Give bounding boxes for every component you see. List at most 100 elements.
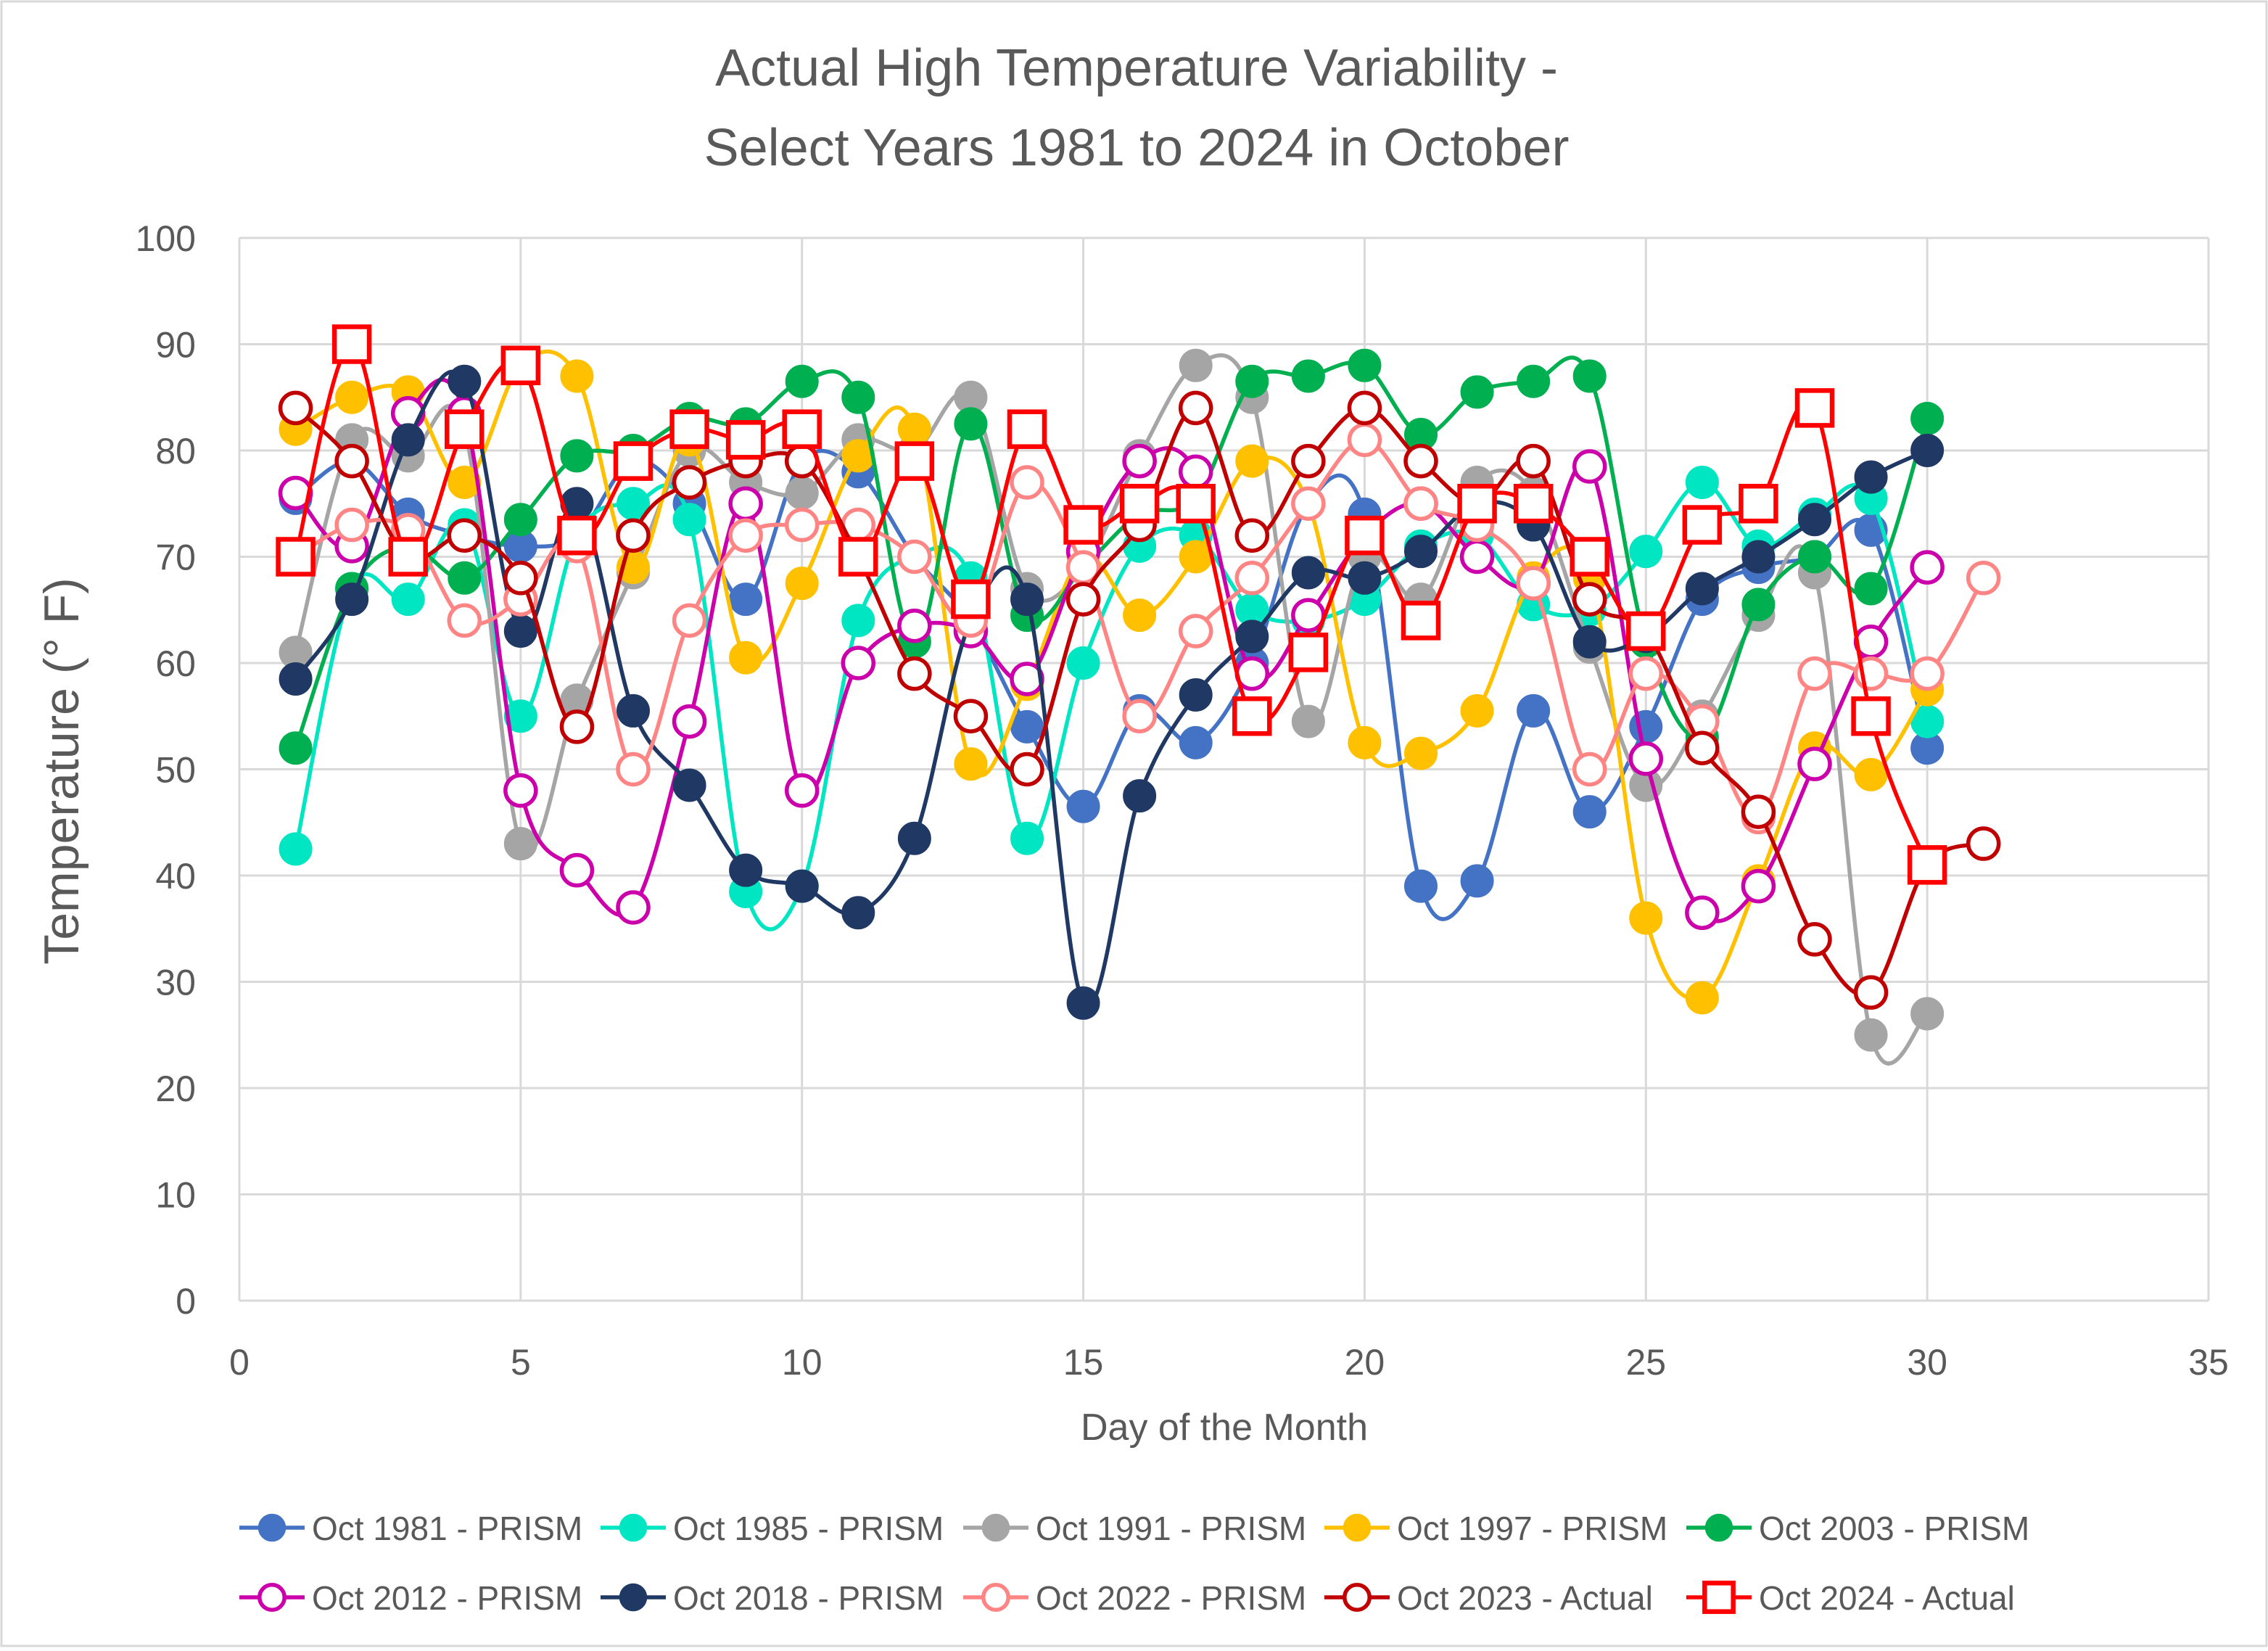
data-point xyxy=(447,603,482,638)
data-point xyxy=(1910,997,1945,1031)
data-point xyxy=(1401,601,1441,641)
data-point xyxy=(784,507,820,543)
data-point xyxy=(503,614,537,649)
data-point xyxy=(503,503,537,537)
data-point xyxy=(560,439,594,473)
data-point xyxy=(1123,779,1157,813)
data-point xyxy=(1066,986,1100,1020)
legend-marker xyxy=(981,1513,1010,1542)
data-point xyxy=(1179,348,1213,382)
data-point xyxy=(1907,845,1947,885)
data-point xyxy=(1348,348,1382,382)
data-point xyxy=(841,896,875,930)
legend-item: Oct 2012 - PRISM xyxy=(239,1579,582,1617)
data-point xyxy=(841,380,875,414)
data-point xyxy=(1910,434,1945,467)
data-point xyxy=(1235,444,1269,478)
data-point xyxy=(1854,757,1888,791)
data-point xyxy=(503,699,537,733)
data-point xyxy=(1122,699,1157,733)
data-point xyxy=(1626,611,1666,651)
y-tick-label: 10 xyxy=(155,1175,196,1216)
chart-title-line-1: Actual High Temperature Variability - xyxy=(715,39,1558,97)
data-point xyxy=(1629,535,1663,569)
data-point xyxy=(784,773,820,808)
y-tick-label: 60 xyxy=(155,643,196,684)
data-point xyxy=(503,561,538,596)
data-point xyxy=(279,731,313,765)
data-point xyxy=(1010,752,1044,787)
data-point xyxy=(1797,922,1832,957)
data-point xyxy=(445,409,484,449)
data-point xyxy=(1685,465,1719,499)
data-point xyxy=(729,853,763,887)
legend-item: Oct 2003 - PRISM xyxy=(1686,1510,2029,1547)
data-point xyxy=(617,693,650,728)
legend-label: Oct 1997 - PRISM xyxy=(1397,1510,1667,1547)
data-point xyxy=(785,869,819,903)
legend-item: Oct 2022 - PRISM xyxy=(963,1579,1306,1617)
x-tick-label: 15 xyxy=(1063,1342,1104,1383)
y-tick-label: 70 xyxy=(155,538,196,578)
data-point xyxy=(1910,550,1945,585)
legend-item: Oct 1991 - PRISM xyxy=(963,1510,1306,1547)
y-tick-label: 90 xyxy=(155,325,196,366)
data-point xyxy=(1234,518,1270,553)
data-point xyxy=(897,412,931,446)
data-point xyxy=(560,359,594,393)
data-point xyxy=(1966,561,2001,596)
y-tick-label: 80 xyxy=(155,431,196,472)
data-point xyxy=(1348,725,1382,759)
data-point xyxy=(1685,981,1719,1015)
data-point xyxy=(1798,503,1831,537)
data-point xyxy=(1122,443,1157,479)
series-layer xyxy=(276,324,2001,1066)
data-point xyxy=(500,345,541,386)
x-tick-label: 25 xyxy=(1625,1342,1666,1383)
data-point xyxy=(1741,794,1776,829)
legend-marker xyxy=(1702,1581,1736,1614)
data-point xyxy=(672,704,707,739)
data-point xyxy=(448,364,482,398)
data-point xyxy=(1119,484,1160,524)
x-tick-label: 0 xyxy=(229,1342,250,1383)
legend-marker xyxy=(1343,1583,1372,1612)
legend-label: Oct 2012 - PRISM xyxy=(312,1579,582,1617)
data-point xyxy=(334,443,369,479)
data-point xyxy=(785,476,819,510)
y-tick-label: 40 xyxy=(155,856,196,897)
data-point xyxy=(335,380,369,414)
data-point xyxy=(447,518,482,553)
data-point xyxy=(729,641,763,675)
data-point xyxy=(1516,566,1551,601)
y-tick-label: 30 xyxy=(155,963,196,1003)
data-point xyxy=(1517,364,1551,398)
data-point xyxy=(951,579,991,619)
x-tick-label: 35 xyxy=(2188,1342,2229,1383)
series-7 xyxy=(279,364,1945,1020)
data-point xyxy=(728,486,763,521)
data-point xyxy=(1513,484,1554,524)
data-point xyxy=(785,364,819,398)
data-point xyxy=(1179,725,1213,759)
data-point xyxy=(838,537,878,577)
y-tick-label: 20 xyxy=(155,1069,196,1109)
data-point xyxy=(954,407,988,441)
y-tick-label: 100 xyxy=(136,218,196,259)
data-point xyxy=(1404,869,1438,903)
legend-label: Oct 1981 - PRISM xyxy=(312,1510,582,1547)
data-point xyxy=(1853,975,1889,1010)
data-point xyxy=(1291,704,1325,738)
legend-item: Oct 1997 - PRISM xyxy=(1324,1510,1667,1547)
data-point xyxy=(1629,901,1663,935)
legend-label: Oct 2018 - PRISM xyxy=(673,1579,944,1617)
data-point xyxy=(1347,390,1382,426)
data-point xyxy=(1797,746,1832,781)
data-point xyxy=(1178,454,1213,490)
data-point xyxy=(669,409,709,449)
data-point xyxy=(728,518,763,553)
legend-marker xyxy=(257,1583,286,1612)
data-point xyxy=(1741,588,1776,622)
data-point xyxy=(391,423,425,457)
